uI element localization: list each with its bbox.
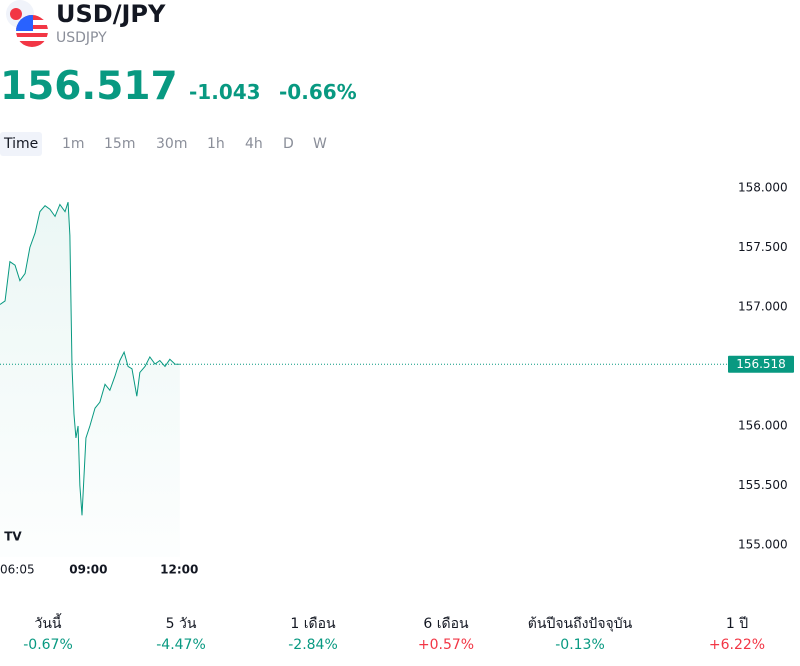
performance-label: 1 เดือน xyxy=(290,616,336,632)
timeframe-button[interactable]: 1m xyxy=(62,136,85,152)
change: -1.043 xyxy=(189,80,261,104)
timeframe-button[interactable]: 15m xyxy=(104,136,136,152)
y-tick-label: 157.500 xyxy=(738,240,788,254)
timeframe-button[interactable]: D xyxy=(283,136,294,152)
performance-label: วันนี้ xyxy=(34,616,62,632)
x-tick-label: 12:00 xyxy=(160,563,198,577)
last-price-label: 156.518 xyxy=(736,357,786,371)
flag-us xyxy=(16,15,48,47)
price: 156.517 xyxy=(0,64,178,109)
performance-value: -2.84% xyxy=(288,637,338,653)
change-percent: -0.66% xyxy=(279,80,357,104)
x-tick-label: 09:00 xyxy=(69,563,107,577)
performance-value: +0.57% xyxy=(417,637,475,653)
timeframe-button[interactable]: Time xyxy=(0,132,43,156)
performance-label: 6 เดือน xyxy=(423,616,469,632)
timeframe-button[interactable]: 1h xyxy=(207,136,225,152)
last-price-box xyxy=(728,355,794,373)
price-line xyxy=(0,201,180,516)
title: USD/JPY xyxy=(56,0,166,28)
y-tick-label: 155.500 xyxy=(738,478,788,492)
performance-value: -0.67% xyxy=(23,637,73,653)
performance-value: -0.13% xyxy=(555,637,605,653)
y-tick-label: 155.000 xyxy=(738,538,788,552)
y-tick-label: 157.000 xyxy=(738,299,788,313)
y-tick-label: 158.000 xyxy=(738,180,788,194)
area-fill xyxy=(0,202,180,558)
timeframe-button[interactable]: 4h xyxy=(245,136,263,152)
performance-value: +6.22% xyxy=(708,637,766,653)
timeframe-button[interactable]: W xyxy=(313,136,327,152)
y-tick-label: 156.000 xyxy=(738,419,788,433)
flag-jp-dot xyxy=(10,8,22,20)
performance-label: 1 ปี xyxy=(725,616,749,632)
timeframe-button[interactable]: 30m xyxy=(156,136,188,152)
performance-value: -4.47% xyxy=(156,637,206,653)
x-tick-label: 06:05 xyxy=(0,563,35,577)
symbol: USDJPY xyxy=(56,30,107,46)
performance-label: 5 วัน xyxy=(165,616,197,632)
performance-label: ต้นปีจนถึงปัจจุบัน xyxy=(527,616,633,632)
